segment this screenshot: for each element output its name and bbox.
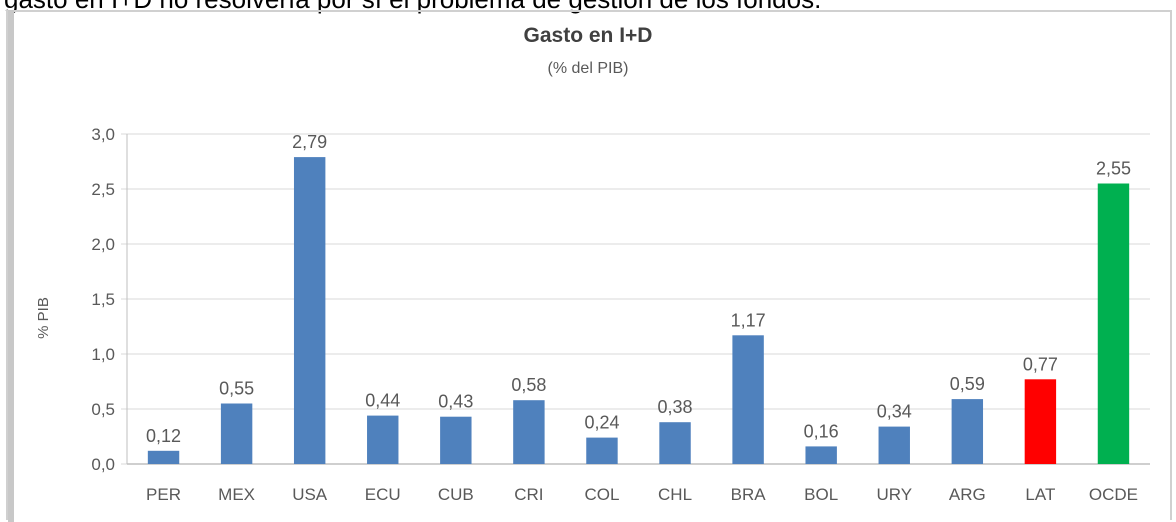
- data-label-ecu: 0,44: [365, 391, 400, 411]
- y-tick-label: 2,5: [91, 180, 115, 199]
- y-tick-label: 2,0: [91, 235, 115, 254]
- category-label-cub: CUB: [438, 485, 474, 504]
- bar-lat: [1024, 379, 1057, 464]
- category-label-bol: BOL: [804, 485, 838, 504]
- data-label-arg: 0,59: [950, 374, 985, 394]
- bar-bra: [732, 335, 764, 464]
- chart-subtitle: (% del PIB): [547, 60, 629, 77]
- data-label-mex: 0,55: [219, 379, 254, 399]
- bar-bol: [805, 446, 837, 464]
- category-label-ecu: ECU: [365, 485, 401, 504]
- bar-arg: [951, 399, 984, 464]
- data-label-per: 0,12: [146, 426, 181, 446]
- y-tick-label: 0,5: [91, 400, 115, 419]
- category-label-cri: CRI: [514, 485, 543, 504]
- category-label-chl: CHL: [658, 485, 692, 504]
- data-label-bol: 0,16: [804, 421, 839, 441]
- bar-usa: [293, 157, 326, 464]
- bar-mex: [220, 403, 253, 464]
- data-label-lat: 0,77: [1023, 354, 1058, 374]
- bar-ury: [878, 426, 910, 464]
- category-label-ury: URY: [876, 485, 912, 504]
- bar-chl: [659, 422, 691, 464]
- data-label-bra: 1,17: [731, 310, 766, 330]
- data-label-ocde: 2,55: [1096, 159, 1131, 179]
- data-label-cri: 0,58: [511, 375, 546, 395]
- bar-cri: [513, 400, 545, 464]
- bar-ocde: [1097, 183, 1130, 464]
- category-label-usa: USA: [292, 485, 328, 504]
- bars: [147, 157, 1130, 464]
- y-tick-label: 1,5: [91, 290, 115, 309]
- bar-ecu: [367, 415, 399, 464]
- data-label-ury: 0,34: [877, 402, 912, 422]
- data-label-chl: 0,38: [658, 397, 693, 417]
- chart-title: Gasto en I+D: [523, 24, 653, 47]
- y-tick-label: 0,0: [91, 455, 115, 474]
- category-label-bra: BRA: [731, 485, 767, 504]
- category-label-ocde: OCDE: [1089, 485, 1138, 504]
- category-label-lat: LAT: [1025, 485, 1055, 504]
- category-label-arg: ARG: [949, 485, 986, 504]
- data-label-cub: 0,43: [438, 392, 473, 412]
- category-labels: PER MEX USA ECU CUB CRI COL CHL BRA BOL URY ARG LAT O…: [146, 485, 1138, 504]
- y-tick-labels: 0,0 0,5 1,0 1,5 2,0 2,5 3,0: [91, 125, 115, 474]
- y-axis-label: % PIB: [35, 297, 52, 339]
- bar-cub: [440, 416, 472, 464]
- bar-col: [586, 437, 618, 464]
- category-label-mex: MEX: [218, 485, 255, 504]
- gridlines: [121, 133, 1150, 465]
- category-label-per: PER: [146, 485, 181, 504]
- data-labels: 0,12 0,55 2,79 0,44 0,43 0,58 0,24 0,38 1,17 0,16…: [146, 132, 1131, 446]
- data-label-col: 0,24: [584, 413, 619, 433]
- data-label-usa: 2,79: [292, 132, 327, 152]
- chart-frame-left-edge: [8, 10, 14, 522]
- category-label-col: COL: [584, 485, 619, 504]
- chart-frame: [6, 10, 1172, 520]
- y-tick-label: 1,0: [91, 345, 115, 364]
- bar-per: [147, 450, 180, 464]
- y-tick-label: 3,0: [91, 125, 115, 144]
